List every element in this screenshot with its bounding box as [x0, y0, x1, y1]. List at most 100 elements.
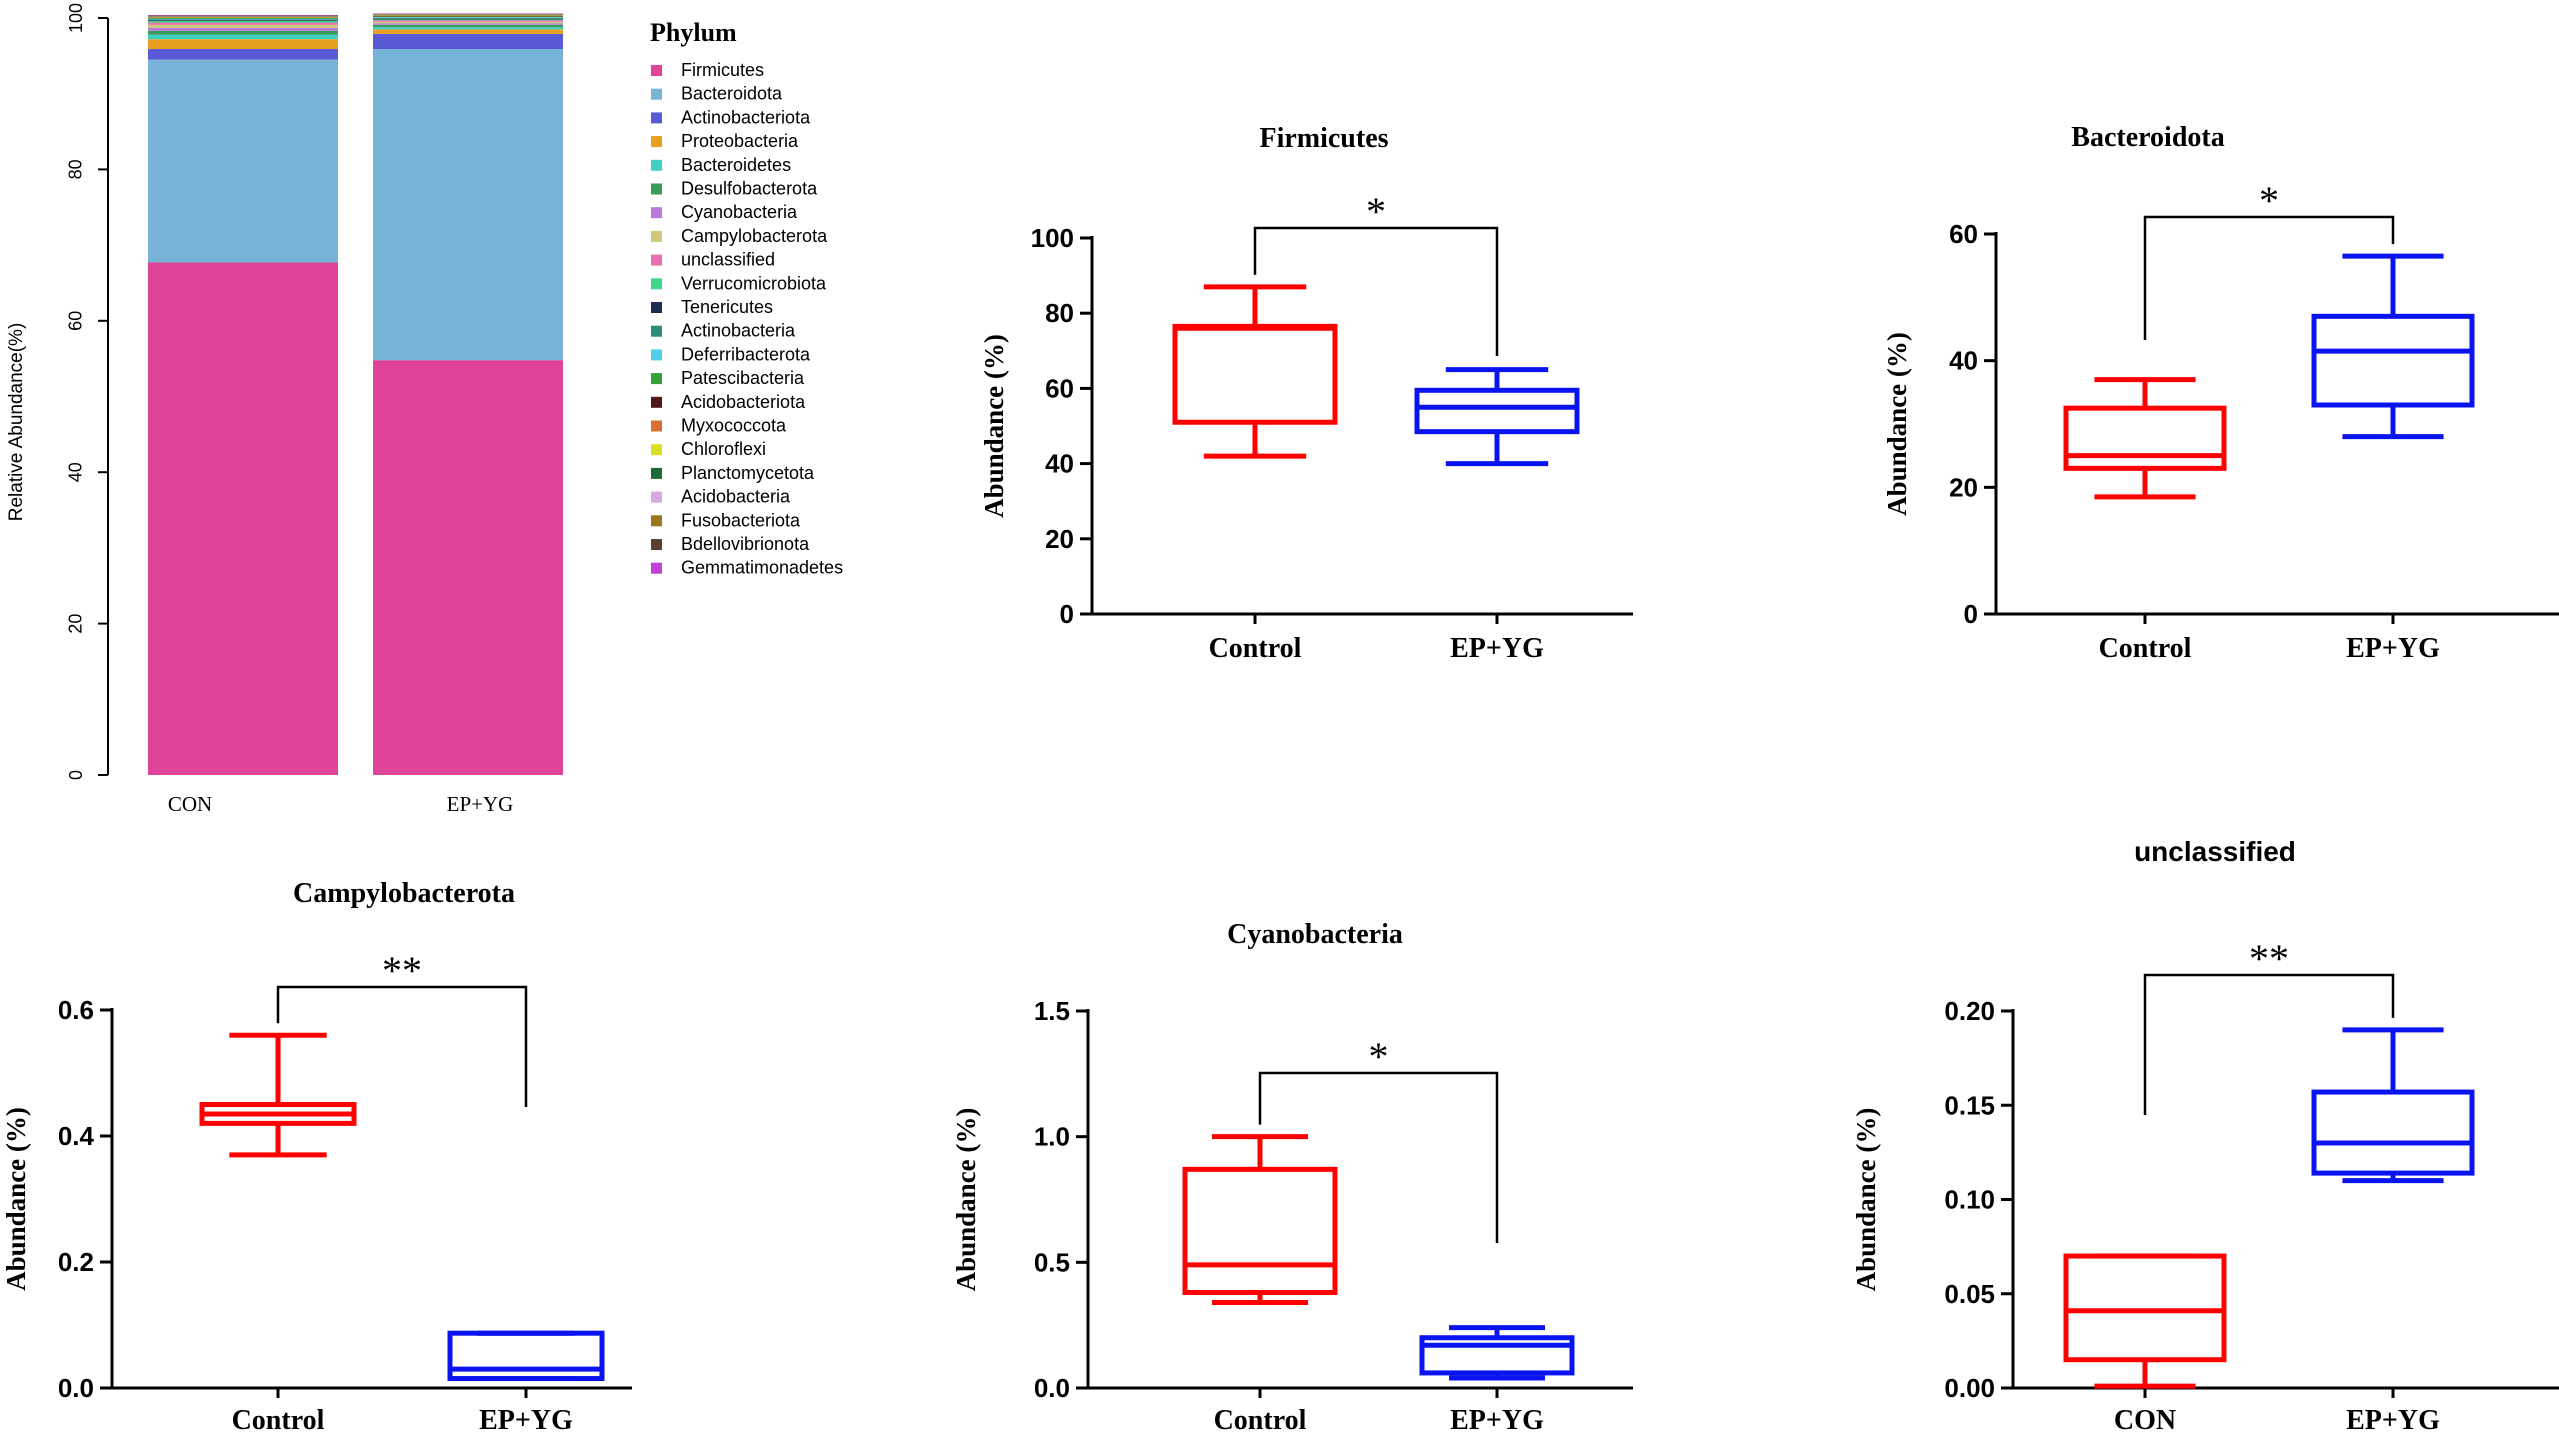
cyanobacteria-y-tick-label: 0.0 — [1034, 1373, 1070, 1403]
stacked-segment-actinobacteria — [148, 19, 338, 21]
bacteroidota-title: Bacteroidota — [2071, 122, 2224, 153]
legend-label: Firmicutes — [681, 60, 764, 80]
legend-label: Desulfobacterota — [681, 179, 818, 199]
stacked-segment-cyanobacteria — [148, 27, 338, 31]
legend-item: Desulfobacterota — [651, 179, 818, 199]
bacteroidota-y-tick-label: 20 — [1949, 472, 1978, 502]
unclassified-y-tick-label: 0.15 — [1944, 1090, 1995, 1120]
bacteroidota-significance-marker: * — [2259, 178, 2279, 223]
legend-label: Bacteroidetes — [681, 155, 791, 175]
stacked-y-tick-label: 100 — [66, 3, 86, 33]
stacked-y-tick-label: 60 — [66, 311, 86, 331]
firmicutes-y-tick-label: 40 — [1045, 449, 1074, 479]
legend-item: Cyanobacteria — [651, 202, 798, 222]
stacked-segment-bacteroidota — [148, 59, 338, 263]
firmicutes-significance-marker: * — [1366, 189, 1386, 234]
stacked-segment-desulfobacterota — [373, 24, 563, 28]
cyanobacteria-title: Cyanobacteria — [1227, 919, 1403, 950]
legend-item: Bdellovibrionota — [651, 534, 810, 554]
campylobacterota-x-tick-label: Control — [232, 1405, 325, 1434]
unclassified-title: unclassified — [2134, 836, 2296, 867]
stacked-segment-campylobacterota — [148, 24, 338, 28]
legend-swatch — [651, 396, 662, 408]
firmicutes-y-tick-label: 100 — [1031, 223, 1074, 253]
campylobacterota-y-tick-label: 0.0 — [58, 1373, 94, 1403]
legend-label: Campylobacterota — [681, 226, 828, 246]
legend-title: Phylum — [650, 18, 737, 47]
cyanobacteria-y-axis-label: Abundance (%) — [951, 1108, 981, 1292]
stacked-segment-planctomycetota — [148, 16, 338, 17]
bacteroidota-y-tick-label: 40 — [1949, 346, 1978, 376]
campylobacterota-box-treatment — [447, 1330, 605, 1382]
stacked-segment-bacteroidota — [373, 49, 563, 361]
cyanobacteria-box-control — [1182, 1166, 1338, 1295]
legend-item: Firmicutes — [651, 60, 764, 80]
stacked-segment-acidobacteriota — [373, 16, 563, 17]
legend-item: Actinobacteriota — [651, 107, 811, 127]
legend-label: Chloroflexi — [681, 439, 766, 459]
cyanobacteria-significance-marker: * — [1369, 1034, 1389, 1079]
stacked-segment-bacteroidetes — [373, 27, 563, 30]
cyanobacteria-box-treatment — [1419, 1335, 1575, 1376]
legend-label: Verrucomicrobiota — [681, 273, 827, 293]
stacked-segment-planctomycetota — [373, 14, 563, 16]
unclassified-box-treatment — [2311, 1089, 2475, 1176]
bacteroidota-significance-bracket — [2143, 215, 2395, 340]
legend-label: Actinobacteria — [681, 321, 796, 341]
stacked-y-tick-label: 40 — [66, 462, 86, 482]
stacked-segment-proteobacteria — [373, 29, 563, 34]
stacked-segment-chloroflexi — [148, 16, 338, 18]
stacked-segment-verrucomicrobiota — [148, 21, 338, 23]
unclassified-significance-bracket — [2143, 973, 2395, 1115]
stacked-segment-verrucomicrobiota — [373, 19, 563, 21]
stacked-segment-patescibacteria — [148, 18, 338, 19]
legend-label: Patescibacteria — [681, 368, 805, 388]
legend-label: Cyanobacteria — [681, 202, 798, 222]
legend-swatch — [651, 88, 662, 100]
legend-item: Chloroflexi — [651, 439, 766, 459]
campylobacterota-boxplot: Campylobacterota Abundance (%) 0.0 0.2 0.4 0.… — [1, 878, 632, 1434]
legend-label: Gemmatimonadetes — [681, 558, 843, 578]
campylobacterota-y-tick-label: 0.6 — [58, 995, 94, 1025]
stacked-segment-firmicutes — [148, 262, 338, 775]
stacked-segment-bacteroidetes — [148, 34, 338, 40]
campylobacterota-x-tick-label: EP+YG — [479, 1405, 573, 1434]
stacked-y-axis-label: Relative Abundance(%) — [6, 323, 27, 522]
stacked-y-tick-label: 0 — [66, 770, 86, 780]
bacteroidota-x-tick-label: EP+YG — [2346, 633, 2440, 664]
unclassified-box-control — [2063, 1253, 2227, 1363]
stacked-segment-firmicutes — [373, 360, 563, 775]
legend-swatch — [651, 65, 662, 76]
legend-swatch — [651, 159, 662, 171]
legend-label: Tenericutes — [681, 297, 773, 317]
legend-swatch — [651, 230, 662, 242]
legend-label: Acidobacteria — [681, 487, 791, 507]
legend-item: Acidobacteriota — [651, 392, 806, 412]
stacked-segment-fusobacteriota — [373, 14, 563, 15]
bacteroidota-x-tick-label: Control — [2099, 633, 2192, 664]
legend-swatch — [651, 515, 662, 527]
legend-swatch — [651, 136, 662, 148]
firmicutes-y-tick-label: 80 — [1045, 298, 1074, 328]
stacked-segment-fusobacteriota — [148, 15, 338, 17]
stacked-segment-tenericutes — [373, 18, 563, 20]
legend-swatch — [651, 278, 662, 290]
stacked-segment-actinobacteria — [373, 18, 563, 19]
stacked-segment-gemmatimonadetes — [148, 14, 338, 16]
stacked-segment-actinobacteriota — [148, 49, 338, 60]
stacked-segment-proteobacteria — [148, 39, 338, 50]
legend-item: unclassified — [651, 250, 775, 270]
unclassified-boxplot: unclassified Abundance (%) 0.00 0.05 0.10 0.1… — [1851, 836, 2559, 1434]
legend-item: Actinobacteria — [651, 321, 796, 341]
stacked-segment-unclassified — [373, 20, 563, 22]
stacked-segment-cyanobacteria — [373, 23, 563, 25]
stacked-y-tick-label: 20 — [66, 614, 86, 634]
unclassified-y-tick-label: 0.20 — [1944, 996, 1995, 1026]
bacteroidota-box-treatment — [2311, 313, 2475, 408]
firmicutes-x-tick-label: EP+YG — [1450, 633, 1544, 664]
unclassified-x-tick-label: CON — [2114, 1405, 2176, 1434]
stacked-segment-myxococcota — [148, 17, 338, 18]
stacked-segment-acidobacteria — [373, 14, 563, 16]
stacked-segment-acidobacteriota — [148, 17, 338, 19]
firmicutes-y-tick-label: 0 — [1060, 599, 1074, 629]
